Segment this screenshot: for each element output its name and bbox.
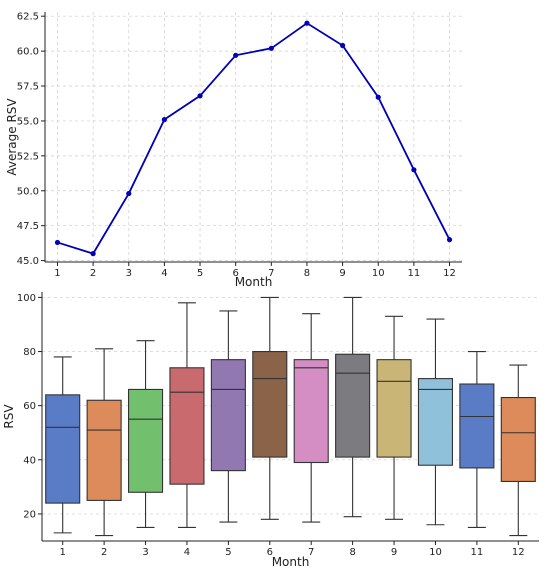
iqr-box [169,367,205,485]
series-line [57,22,451,255]
x-tick-label: 7 [308,547,314,558]
box-month-3 [127,340,164,529]
box-month-12 [500,364,536,537]
y-tick-label: 20 [23,509,36,520]
box-month-6 [252,296,288,520]
y-tick-label: 40 [23,455,36,466]
x-axis-label: Month [272,555,310,569]
y-tick-label: 47.5 [17,221,39,232]
x-tick-label: 10 [372,268,385,279]
x-tick-label: 4 [161,268,167,279]
data-point [411,167,417,173]
data-point [161,116,167,123]
x-tick-label: 10 [429,547,442,558]
x-tick-label: 12 [512,547,525,558]
y-axis-label: RSV [2,404,16,429]
y-tick-label: 45.0 [17,256,39,267]
iqr-box [86,399,122,501]
data-point [375,94,381,100]
data-point [304,20,310,26]
data-point [446,237,453,243]
x-tick-label: 1 [54,268,60,279]
x-tick-label: 8 [349,547,355,558]
y-tick-label: 55.0 [17,116,39,127]
x-tick-label: 9 [391,547,397,558]
x-tick-label: 7 [268,268,274,279]
x-tick-label: 12 [443,268,456,279]
box-month-1 [45,356,81,534]
box-month-5 [210,310,246,523]
box-month-10 [417,318,454,526]
data-point [233,52,239,58]
y-tick-label: 50.0 [17,186,39,197]
x-tick-label: 11 [408,268,421,279]
data-point [126,190,132,197]
iqr-box [500,397,536,483]
x-tick-label: 2 [101,547,107,558]
x-tick-label: 1 [60,547,66,558]
x-tick-label: 5 [197,268,203,279]
data-point [268,45,274,51]
x-tick-label: 9 [339,268,345,279]
x-tick-label: 8 [304,268,310,279]
y-tick-label: 57.5 [17,82,39,93]
box-month-4 [169,302,205,529]
box-month-11 [459,350,495,529]
iqr-box [45,394,81,504]
box-month-2 [86,348,122,537]
y-tick-label: 100 [17,293,36,304]
x-axis-label: Month [235,275,273,289]
iqr-box [376,359,412,458]
y-axis-label: Average RSV [5,98,19,176]
line-chart: 1 2 3 4 5 6 7 8 9 10 11 1245.047.550.052.555.057.56… [5,12,462,289]
x-tick-label: 6 [232,268,238,279]
y-tick-label: 80 [23,347,36,358]
box-month-7 [293,313,329,523]
x-tick-label: 11 [471,547,484,558]
iqr-box [459,383,495,469]
x-tick-label: 3 [142,547,148,558]
y-tick-label: 60.0 [17,47,39,58]
x-tick-label: 3 [126,268,132,279]
data-point [197,93,203,99]
iqr-box [127,388,164,493]
x-tick-label: 2 [90,268,96,279]
data-point [54,239,61,246]
iqr-box [335,353,371,458]
iqr-box [417,378,454,466]
box-month-8 [335,296,371,518]
y-tick-label: 52.5 [17,151,39,162]
x-tick-label: 4 [184,547,190,558]
iqr-box [210,359,246,472]
x-tick-label: 5 [225,547,231,558]
iqr-box [293,359,329,464]
iqr-box [252,350,288,458]
x-tick-label: 6 [267,547,273,558]
data-point [90,251,96,257]
box-month-9 [376,315,412,520]
y-tick-label: 60 [23,401,36,412]
y-tick-label: 62.5 [17,12,39,23]
data-point [340,42,346,49]
